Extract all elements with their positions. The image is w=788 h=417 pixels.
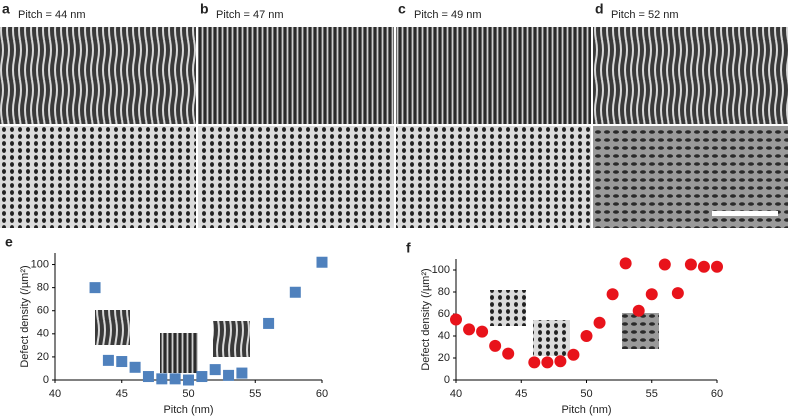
- panel-label: e: [5, 234, 13, 250]
- x-tick-label: 50: [580, 388, 592, 400]
- y-tick-label: 40: [37, 328, 49, 340]
- x-axis-label: Pitch (nm): [163, 404, 213, 416]
- y-tick-label: 100: [432, 264, 450, 276]
- pitch-label: Pitch = 49 nm: [414, 9, 482, 21]
- x-tick-label: 55: [249, 388, 261, 400]
- point: [658, 258, 671, 271]
- point: [528, 356, 541, 369]
- sem-image: [198, 126, 394, 228]
- panel-label: d: [595, 1, 604, 17]
- point: [632, 304, 645, 317]
- y-tick-label: 80: [37, 282, 49, 294]
- point: [697, 260, 710, 273]
- point: [463, 323, 476, 336]
- point: [316, 256, 328, 268]
- x-tick-label: 40: [450, 388, 462, 400]
- panel-label: c: [398, 1, 406, 17]
- point: [183, 374, 194, 386]
- point: [223, 369, 235, 381]
- y-tick-label: 80: [438, 286, 450, 298]
- sem-image: [0, 126, 196, 228]
- panel-label: b: [200, 1, 209, 17]
- sem-image: [396, 27, 591, 124]
- x-tick-label: 60: [711, 388, 723, 400]
- x-axis-label: Pitch (nm): [561, 404, 611, 416]
- point: [289, 286, 301, 298]
- x-tick-label: 45: [116, 388, 128, 400]
- point: [89, 282, 101, 294]
- point: [129, 361, 141, 373]
- point: [502, 347, 515, 360]
- micrographs: [0, 27, 788, 228]
- point: [102, 354, 114, 366]
- point: [116, 356, 128, 368]
- pitch-label: Pitch = 52 nm: [611, 9, 679, 21]
- x-tick-label: 55: [646, 388, 658, 400]
- y-tick-label: 0: [444, 374, 450, 386]
- point: [567, 348, 580, 361]
- sem-image: [198, 27, 394, 124]
- point: [489, 339, 502, 352]
- point: [619, 257, 632, 270]
- pitch-label: Pitch = 47 nm: [216, 9, 284, 21]
- point: [156, 373, 168, 385]
- point: [684, 258, 697, 271]
- x-tick-label: 45: [515, 388, 527, 400]
- point: [476, 325, 489, 338]
- point: [169, 373, 181, 385]
- y-tick-label: 20: [37, 351, 49, 363]
- point: [645, 288, 658, 301]
- y-axis-label: Defect density (/µm²): [420, 268, 432, 370]
- point: [142, 371, 154, 383]
- y-tick-label: 60: [37, 305, 49, 317]
- x-tick-label: 50: [182, 388, 194, 400]
- point: [593, 316, 606, 329]
- point: [450, 313, 462, 326]
- pitch-label: Pitch = 44 nm: [18, 9, 86, 21]
- y-tick-label: 60: [438, 308, 450, 320]
- insets: [95, 290, 659, 373]
- y-tick-label: 20: [438, 352, 450, 364]
- point: [580, 330, 593, 342]
- y-tick-label: 40: [438, 330, 450, 342]
- point: [671, 287, 684, 300]
- y-tick-label: 100: [31, 258, 49, 270]
- point: [554, 355, 567, 368]
- point: [209, 364, 221, 376]
- point: [541, 356, 554, 369]
- point: [263, 317, 275, 329]
- point: [606, 288, 619, 301]
- sem-image: [396, 126, 591, 228]
- x-tick-label: 40: [49, 388, 61, 400]
- point: [711, 260, 723, 273]
- panel-label: f: [406, 240, 411, 256]
- point: [236, 367, 248, 379]
- x-tick-label: 60: [316, 388, 328, 400]
- y-tick-label: 0: [43, 374, 49, 386]
- sem-image: [0, 27, 196, 124]
- point: [196, 371, 208, 383]
- sem-image: [593, 27, 788, 124]
- panel-label: a: [2, 1, 10, 17]
- scale-bar: [712, 211, 778, 216]
- y-axis-label: Defect density (/µm²): [19, 265, 31, 367]
